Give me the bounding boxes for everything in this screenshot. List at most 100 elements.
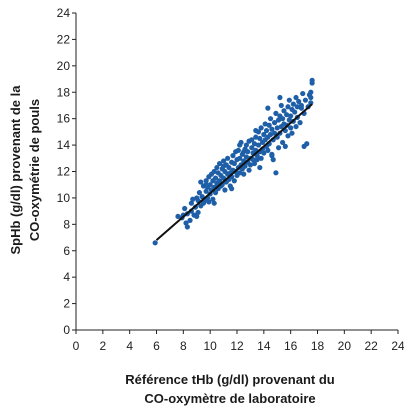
y-tick-label: 8: [63, 217, 70, 231]
data-point: [296, 98, 302, 105]
data-point: [263, 127, 270, 134]
y-tick-label: 6: [63, 244, 70, 258]
data-point: [265, 147, 271, 153]
data-point: [251, 141, 258, 147]
data-point: [285, 133, 291, 139]
data-point: [216, 178, 223, 184]
data-point: [258, 125, 264, 131]
data-point: [258, 155, 264, 161]
y-tick-label: 0: [63, 323, 70, 337]
data-point: [293, 94, 299, 101]
x-axis-title: Référence tHb (g/dl) provenant du CO-oxy…: [60, 370, 400, 408]
y-tick-label: 18: [57, 85, 71, 99]
data-point: [206, 199, 212, 205]
data-point: [203, 182, 209, 188]
data-point: [297, 120, 303, 126]
x-tick-label: 10: [203, 339, 217, 353]
data-point: [281, 108, 287, 114]
data-point: [308, 94, 314, 101]
data-point: [266, 122, 272, 128]
data-point: [289, 130, 295, 136]
data-point: [282, 143, 288, 149]
data-point: [246, 167, 252, 173]
data-point: [298, 102, 304, 109]
regression-line: [155, 103, 313, 241]
data-point: [220, 163, 227, 169]
data-point: [273, 170, 279, 176]
x-tick-label: 20: [338, 339, 352, 353]
x-tick-label: 24: [391, 339, 404, 353]
data-point: [288, 113, 294, 119]
x-tick-label: 18: [311, 339, 325, 353]
y-tick-label: 12: [57, 165, 71, 179]
data-point: [194, 213, 200, 220]
data-point: [288, 125, 294, 131]
data-point: [195, 209, 201, 216]
data-point: [210, 196, 216, 202]
data-point: [293, 123, 299, 130]
data-point: [269, 126, 275, 132]
data-point: [249, 137, 255, 143]
data-point: [304, 141, 310, 147]
y-tick-label: 24: [57, 6, 71, 20]
data-point: [187, 217, 193, 223]
data-point: [267, 131, 274, 138]
data-point: [235, 147, 241, 153]
y-tick-label: 20: [57, 59, 71, 73]
data-point: [216, 160, 223, 167]
data-point: [183, 220, 189, 226]
data-point: [286, 97, 292, 103]
data-point: [184, 224, 190, 230]
data-point: [198, 179, 204, 185]
data-point: [237, 170, 243, 176]
data-point: [241, 149, 247, 155]
data-point: [294, 104, 300, 110]
y-axis-title-line-1: SpHb (g/dl) provenant de la: [8, 85, 23, 255]
data-point: [188, 200, 194, 206]
data-point: [237, 155, 243, 161]
data-point: [203, 188, 209, 194]
data-point: [300, 90, 306, 97]
data-point: [275, 117, 282, 123]
data-point: [249, 145, 255, 151]
y-tick-label: 22: [57, 32, 71, 46]
data-point: [241, 171, 247, 177]
data-point: [211, 200, 217, 206]
data-point: [286, 117, 292, 123]
data-point: [257, 135, 263, 142]
data-point: [225, 155, 231, 161]
data-point: [203, 178, 209, 184]
data-point: [253, 134, 259, 140]
data-point: [292, 109, 298, 115]
data-point: [214, 164, 220, 171]
data-point: [190, 196, 196, 202]
data-point: [302, 97, 309, 103]
x-tick-label: 0: [73, 339, 80, 353]
data-point: [269, 151, 275, 157]
x-tick-label: 4: [126, 339, 133, 353]
x-tick-label: 16: [284, 339, 298, 353]
data-point: [308, 89, 314, 95]
data-point: [207, 182, 213, 188]
data-point: [280, 139, 286, 146]
y-tick-label: 14: [57, 138, 71, 152]
data-point: [196, 190, 203, 196]
y-tick-label: 2: [63, 297, 70, 311]
x-tick-label: 8: [180, 339, 187, 353]
data-point: [290, 101, 296, 107]
data-point: [250, 157, 256, 163]
data-point: [231, 160, 237, 167]
data-point: [271, 130, 278, 136]
data-point: [175, 213, 181, 220]
data-point: [182, 205, 188, 212]
data-point: [278, 102, 284, 109]
data-point: [255, 142, 262, 148]
x-tick-label: 6: [153, 339, 160, 353]
data-point: [245, 149, 251, 155]
data-point: [243, 154, 249, 160]
data-point: [253, 127, 259, 134]
y-tick-label: 10: [57, 191, 71, 205]
data-point: [284, 112, 290, 118]
